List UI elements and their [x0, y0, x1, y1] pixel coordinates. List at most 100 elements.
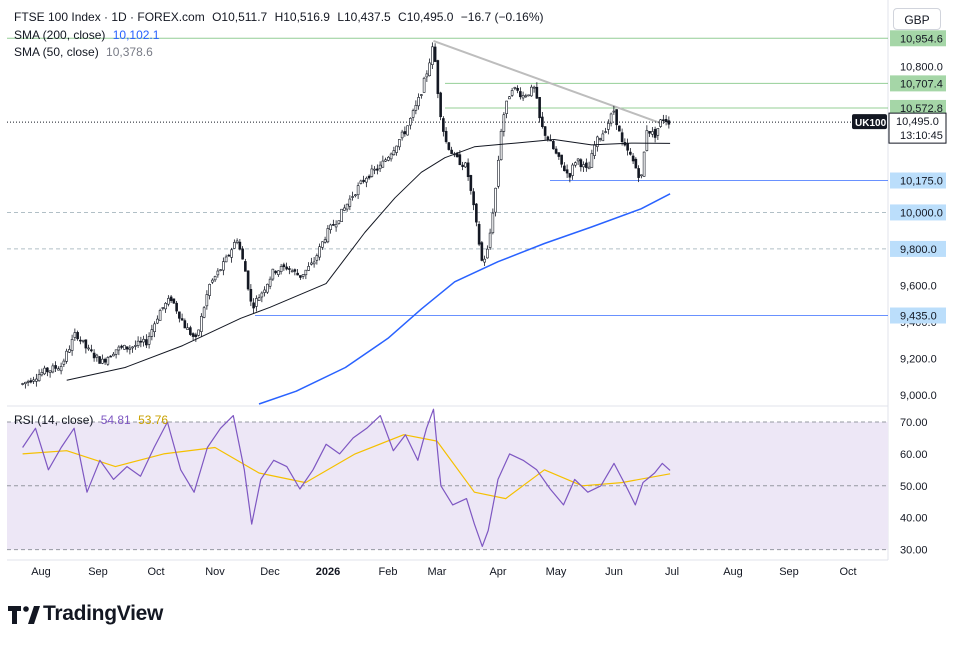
candle-body: [257, 297, 261, 301]
candle-body: [645, 130, 649, 151]
candle: [54, 361, 57, 373]
candle: [48, 370, 52, 378]
candle: [392, 146, 396, 156]
candle: [266, 283, 269, 294]
candle: [35, 373, 38, 387]
candle-body: [351, 196, 354, 198]
candle: [150, 324, 154, 341]
candle-body: [469, 175, 473, 191]
candle: [505, 100, 508, 119]
candle: [120, 344, 123, 350]
tradingview-brand[interactable]: TradingView: [8, 602, 163, 626]
candle: [235, 238, 239, 245]
candle: [263, 286, 266, 297]
candle-body: [442, 118, 445, 132]
candle: [153, 321, 156, 338]
candle-body: [197, 329, 200, 336]
candle-body: [524, 95, 528, 98]
candle: [637, 165, 640, 183]
candle: [205, 290, 209, 310]
candle: [142, 335, 145, 347]
candle-body: [224, 256, 228, 263]
candle: [70, 334, 74, 356]
candle: [233, 239, 236, 249]
candle: [362, 175, 365, 184]
time-tick-label: May: [546, 566, 567, 578]
level-label-box: [890, 75, 946, 92]
candle-body: [164, 303, 167, 310]
candle: [202, 306, 206, 319]
candle: [524, 93, 528, 98]
candle: [76, 330, 79, 341]
candle: [246, 270, 250, 291]
sma50-value: 10,378.6: [106, 45, 153, 59]
symbol-line[interactable]: FTSE 100 Index · 1D · FOREX.com: [14, 10, 205, 24]
candle-body: [354, 194, 357, 197]
candle: [101, 354, 104, 365]
candle-body: [128, 347, 132, 350]
candle-body: [189, 327, 192, 335]
currency-button[interactable]: GBP: [893, 8, 941, 30]
sma200-legend[interactable]: SMA (200, close) 10,102.1: [14, 27, 159, 43]
sma50-legend[interactable]: SMA (50, close) 10,378.6: [14, 44, 153, 60]
candle-body: [32, 379, 35, 382]
candle: [79, 336, 82, 345]
level-label: 10,000.0: [890, 204, 946, 221]
candle: [211, 278, 214, 285]
candle-body: [384, 159, 387, 162]
candle: [554, 146, 558, 155]
candle-body: [186, 327, 189, 330]
candle-body: [395, 145, 398, 153]
candle: [420, 94, 423, 99]
candle: [659, 118, 662, 128]
candle-body: [343, 207, 346, 211]
candle: [607, 119, 610, 135]
rsi-legend[interactable]: RSI (14, close) 54.81 53.76: [14, 412, 168, 428]
candle: [521, 91, 525, 101]
candle-body: [304, 269, 308, 276]
level-label-text: 10,000.0: [900, 207, 943, 219]
candle: [288, 266, 291, 275]
tradingview-logo-icon: [8, 606, 40, 624]
candle-body: [296, 272, 299, 276]
candle: [260, 291, 264, 303]
candle: [466, 158, 470, 181]
candle-body: [664, 119, 668, 123]
candle: [417, 93, 420, 110]
candle: [439, 91, 442, 121]
symbol-badge: [852, 114, 887, 130]
candle-body: [381, 160, 385, 168]
candle: [106, 356, 110, 366]
candle: [593, 140, 596, 160]
level-label-text: 10,954.6: [900, 33, 943, 45]
level-label-text: 10,572.8: [900, 103, 943, 115]
open-value: O10,511.7: [212, 10, 268, 24]
candle-body: [68, 349, 71, 353]
time-tick-label: Mar: [428, 566, 447, 578]
candle: [436, 59, 440, 99]
level-label-text: 10,707.4: [900, 78, 943, 90]
candle-body: [70, 339, 74, 351]
candle: [398, 138, 401, 151]
candle-body: [134, 345, 137, 347]
candle-body: [266, 283, 269, 293]
trendline: [433, 40, 661, 124]
candle: [43, 365, 46, 376]
candle: [425, 70, 429, 82]
candle-body: [640, 174, 643, 177]
candle: [167, 295, 170, 307]
candle: [161, 307, 165, 311]
candle: [571, 162, 574, 180]
candle-body: [615, 109, 618, 126]
candle-body: [279, 266, 283, 272]
candle-body: [35, 378, 38, 382]
candle-body: [486, 248, 489, 259]
candle-body: [285, 266, 288, 270]
candle-body: [458, 154, 462, 166]
candle-body: [233, 242, 236, 249]
candle: [497, 155, 500, 189]
candle: [645, 125, 649, 152]
candle-body: [565, 169, 569, 174]
candle-body: [428, 62, 431, 77]
